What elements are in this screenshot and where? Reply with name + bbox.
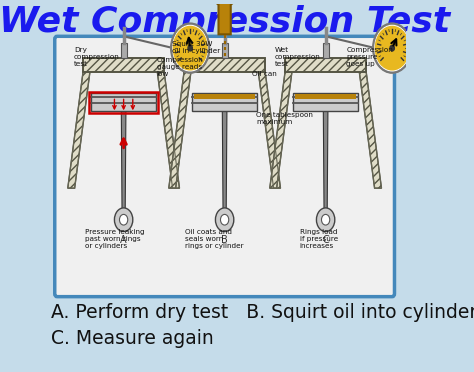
Circle shape bbox=[188, 45, 192, 51]
Circle shape bbox=[220, 214, 229, 225]
Circle shape bbox=[114, 208, 133, 231]
Bar bbox=[192, 93, 257, 111]
Bar bbox=[293, 93, 358, 111]
Polygon shape bbox=[83, 58, 164, 72]
Text: Wet
compression
test: Wet compression test bbox=[274, 47, 320, 67]
Polygon shape bbox=[169, 72, 191, 188]
FancyBboxPatch shape bbox=[55, 36, 394, 296]
Circle shape bbox=[390, 45, 394, 51]
Polygon shape bbox=[258, 72, 281, 188]
Text: Rings load
if pressure
increases: Rings load if pressure increases bbox=[300, 229, 338, 248]
Polygon shape bbox=[121, 111, 126, 220]
Text: Oil can: Oil can bbox=[252, 71, 277, 77]
Circle shape bbox=[171, 23, 210, 73]
Circle shape bbox=[216, 208, 234, 231]
Text: C. Measure again: C. Measure again bbox=[51, 329, 214, 348]
Text: Compression
pressure
goes up: Compression pressure goes up bbox=[346, 47, 393, 67]
Circle shape bbox=[173, 26, 207, 70]
Polygon shape bbox=[323, 111, 328, 220]
Text: B: B bbox=[221, 235, 228, 246]
Text: Pressure leaking
past worn rings
or cylinders: Pressure leaking past worn rings or cyli… bbox=[85, 229, 145, 248]
Bar bbox=[295, 94, 356, 99]
Polygon shape bbox=[68, 72, 90, 188]
Polygon shape bbox=[270, 72, 292, 188]
Polygon shape bbox=[222, 111, 227, 220]
Text: Squirt 30W
oil in cylinder: Squirt 30W oil in cylinder bbox=[172, 41, 220, 54]
Circle shape bbox=[317, 208, 335, 231]
Bar bbox=[323, 43, 328, 58]
Text: A: A bbox=[120, 235, 127, 246]
Polygon shape bbox=[285, 58, 366, 72]
Bar bbox=[121, 43, 127, 58]
Text: C: C bbox=[322, 235, 329, 246]
Circle shape bbox=[173, 25, 208, 71]
Circle shape bbox=[321, 214, 330, 225]
Circle shape bbox=[374, 25, 410, 71]
Text: Dry
compression
test: Dry compression test bbox=[74, 47, 119, 67]
Text: One tablespoon
maximum: One tablespoon maximum bbox=[256, 112, 313, 125]
Bar bbox=[89, 92, 158, 113]
Text: A. Perform dry test   B. Squirt oil into cylinder: A. Perform dry test B. Squirt oil into c… bbox=[51, 302, 474, 321]
Polygon shape bbox=[359, 72, 382, 188]
Polygon shape bbox=[157, 72, 180, 188]
Text: Oil coats and
seals worn
rings or cylinder: Oil coats and seals worn rings or cylind… bbox=[185, 229, 244, 248]
Circle shape bbox=[375, 26, 409, 70]
Bar bbox=[194, 94, 255, 99]
Circle shape bbox=[373, 23, 411, 73]
Polygon shape bbox=[184, 58, 265, 72]
Bar bbox=[222, 43, 228, 58]
Text: Wet Compression Test: Wet Compression Test bbox=[0, 6, 450, 39]
Text: Compression
gauge reads
low: Compression gauge reads low bbox=[156, 57, 203, 77]
Circle shape bbox=[119, 214, 128, 225]
Bar bbox=[91, 93, 156, 111]
Polygon shape bbox=[200, 0, 249, 34]
